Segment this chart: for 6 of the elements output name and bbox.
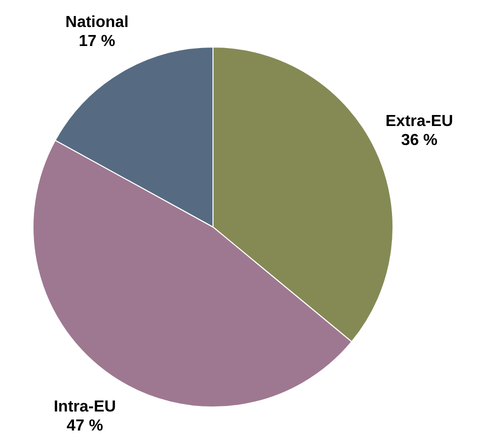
data-label: 36 %: [401, 132, 438, 149]
data-label: 17 %: [78, 32, 116, 50]
slice-label: Extra-EU: [386, 112, 454, 130]
data-label: 47 %: [66, 418, 104, 435]
slice-label: Intra-EU: [54, 398, 116, 416]
slice-label: National: [65, 14, 128, 31]
